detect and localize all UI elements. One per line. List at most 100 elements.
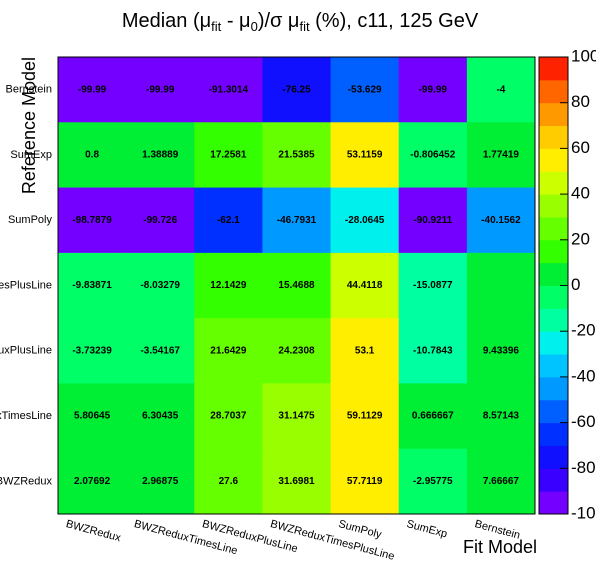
z-tick-label: -100 bbox=[571, 503, 596, 522]
cell bbox=[330, 252, 400, 319]
color-bar-segment bbox=[539, 468, 568, 492]
cell bbox=[58, 57, 127, 123]
cell bbox=[466, 383, 536, 450]
cell bbox=[262, 187, 332, 254]
cell bbox=[398, 252, 468, 319]
z-tick-label: -60 bbox=[571, 412, 596, 431]
cell-label: 0.666667 bbox=[412, 411, 454, 422]
cell bbox=[466, 187, 536, 254]
x-tick-label: SumExp bbox=[405, 518, 448, 540]
cell bbox=[330, 57, 400, 123]
cell-label: -99.726 bbox=[143, 215, 177, 226]
title-part: (%), c11, 125 GeV bbox=[310, 10, 479, 32]
cell bbox=[126, 318, 195, 384]
cell bbox=[330, 187, 400, 254]
cell-label: -0.806452 bbox=[410, 150, 455, 161]
cell bbox=[126, 57, 195, 123]
cell-label: -98.7879 bbox=[72, 215, 112, 226]
plot-frame bbox=[57, 56, 536, 515]
cell-label: 53.1159 bbox=[347, 150, 383, 161]
cell-label: -8.03279 bbox=[140, 280, 180, 291]
x-axis-title: Fit Model bbox=[463, 537, 537, 557]
z-tick-label: -80 bbox=[571, 458, 596, 477]
cell-label: 1.77419 bbox=[483, 150, 520, 161]
z-tick-label: 100 bbox=[571, 46, 596, 65]
cell bbox=[398, 122, 468, 189]
cell bbox=[262, 318, 332, 384]
cell-label: -90.9211 bbox=[413, 215, 452, 226]
cell bbox=[126, 252, 195, 319]
cell bbox=[126, 122, 195, 189]
cell bbox=[58, 448, 127, 515]
cell bbox=[466, 252, 536, 319]
color-bar-segment bbox=[539, 102, 568, 127]
cell-label: 2.96875 bbox=[142, 476, 179, 487]
z-tick-label: -40 bbox=[571, 366, 596, 385]
cell-label: 59.1129 bbox=[347, 411, 383, 422]
cell-label: 15.4688 bbox=[278, 280, 315, 291]
cell-label: 27.6 bbox=[219, 476, 239, 487]
cell-label: -3.73239 bbox=[72, 345, 112, 356]
cell bbox=[398, 318, 468, 384]
cell-label: 31.1475 bbox=[278, 411, 315, 422]
cell-label: 9.43396 bbox=[483, 345, 520, 356]
cell bbox=[58, 383, 127, 450]
y-tick-label: SumPoly bbox=[8, 214, 53, 226]
title-part: )/σ μ bbox=[258, 10, 300, 32]
chart-title: Median (μfit - μ0)/σ μfit (%), c11, 125 … bbox=[122, 10, 479, 34]
cell bbox=[398, 187, 468, 254]
cell bbox=[330, 122, 400, 189]
cell bbox=[194, 252, 263, 319]
color-bar-segment bbox=[539, 331, 568, 355]
color-bar-segment bbox=[539, 194, 568, 218]
color-bar-segment bbox=[539, 171, 568, 195]
cell-label: 17.2581 bbox=[210, 150, 247, 161]
cell-label: 24.2308 bbox=[278, 345, 315, 356]
color-bar-segment bbox=[539, 445, 568, 469]
cell-label: 31.6981 bbox=[278, 476, 315, 487]
title-subscript: 0 bbox=[251, 19, 258, 34]
cell-label: 28.7037 bbox=[210, 411, 247, 422]
color-bar-segment bbox=[539, 57, 568, 81]
color-bar-segment bbox=[539, 422, 568, 446]
cell bbox=[262, 122, 332, 189]
color-bar-segment bbox=[539, 491, 568, 515]
cell-label: 53.1 bbox=[355, 345, 375, 356]
cell-label: 5.80645 bbox=[74, 411, 111, 422]
cell bbox=[58, 252, 127, 319]
cell bbox=[262, 252, 332, 319]
cell-label: 57.7119 bbox=[347, 476, 383, 487]
color-bar-segment bbox=[539, 216, 568, 241]
cell bbox=[58, 122, 127, 189]
cell-label: -10.7843 bbox=[413, 345, 453, 356]
cell bbox=[262, 57, 332, 123]
cell bbox=[194, 448, 263, 515]
z-tick-label: 0 bbox=[571, 275, 580, 294]
title-subscript: fit bbox=[211, 19, 222, 34]
cell-label: 44.4118 bbox=[347, 280, 383, 291]
cell bbox=[126, 383, 195, 450]
y-tick-label: SumExp bbox=[10, 149, 52, 161]
cell-label: 2.07692 bbox=[74, 476, 111, 487]
cell bbox=[194, 122, 263, 189]
color-bar-segment bbox=[539, 376, 568, 401]
cell-label: -3.54167 bbox=[140, 345, 180, 356]
cell-label: -46.7931 bbox=[277, 215, 317, 226]
cell-label: -4 bbox=[496, 84, 505, 95]
y-axis-title: Reference Model bbox=[19, 57, 39, 194]
title-part: - μ bbox=[221, 10, 250, 32]
cell-label: -40.1562 bbox=[481, 215, 521, 226]
title-subscript: fit bbox=[299, 19, 310, 34]
cell bbox=[466, 57, 536, 123]
y-tick-label: Bernstein bbox=[6, 84, 52, 96]
cell-label: 1.38889 bbox=[142, 150, 179, 161]
color-bar-segment bbox=[539, 262, 568, 286]
cell bbox=[330, 448, 400, 515]
cell-label: -62.1 bbox=[217, 215, 240, 226]
cell bbox=[466, 448, 536, 515]
cell-label: -99.99 bbox=[78, 84, 107, 95]
color-bar-segment bbox=[539, 239, 568, 264]
cell-label: -53.629 bbox=[348, 84, 382, 95]
cell-label: -76.25 bbox=[282, 84, 311, 95]
